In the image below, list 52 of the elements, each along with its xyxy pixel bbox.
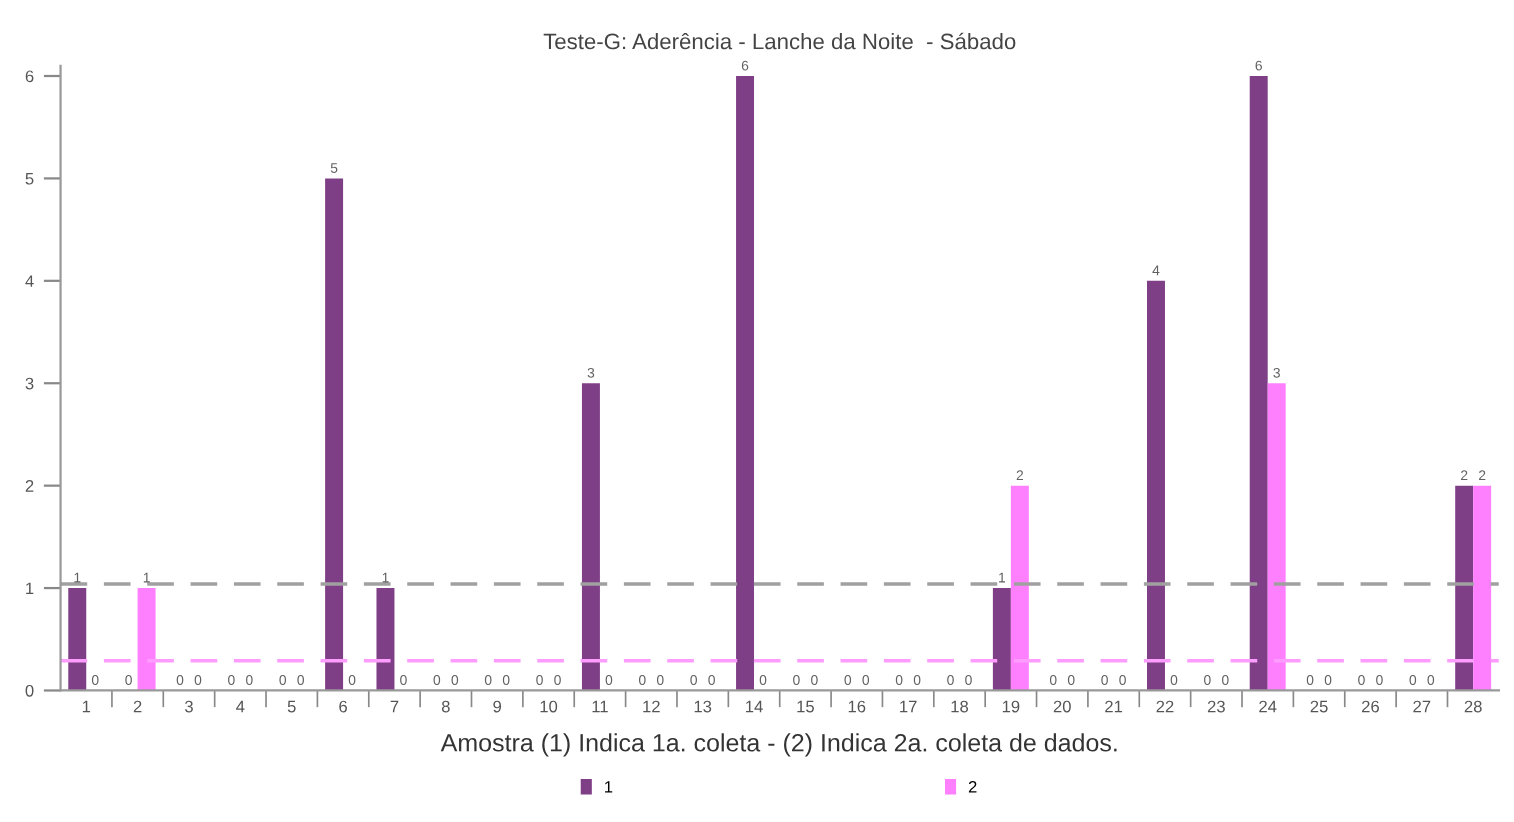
bar (68, 588, 87, 691)
bar (992, 588, 1011, 691)
x-tick-label: 14 (746, 700, 763, 713)
bar (1146, 280, 1165, 691)
x-tick-label: 13 (694, 700, 712, 713)
x-tick-label: 23 (1207, 700, 1225, 713)
x-tick-label: 28 (1464, 700, 1482, 713)
x-tick-label: 21 (1105, 700, 1123, 713)
x-tick-label: 15 (797, 700, 814, 713)
y-tick-label: 4 (25, 275, 34, 287)
bar (581, 383, 600, 691)
y-tick-label: 2 (25, 480, 34, 492)
x-tick-label: 26 (1362, 700, 1379, 713)
x-tick-label: 10 (540, 700, 558, 713)
x-tick-label: 6 (339, 700, 347, 713)
x-tick-label: 4 (236, 700, 245, 713)
x-tick-label: 12 (643, 700, 660, 713)
bar (325, 178, 344, 691)
x-tick-label: 16 (848, 700, 866, 713)
bar (376, 588, 395, 691)
y-tick-label: 6 (25, 70, 34, 83)
chart-title: Teste-G: Aderência - Lanche da Noite - Sábado (543, 32, 1016, 50)
x-tick-label: 7 (390, 700, 399, 713)
bar (736, 76, 755, 691)
legend-label: 1 (605, 781, 613, 793)
x-tick-label: 3 (184, 700, 193, 713)
x-tick-label: 18 (951, 700, 969, 713)
x-tick-label: 22 (1156, 700, 1174, 713)
x-axis-title: Amostra (1) Indica 1a. coleta - (2) Indica 2a. coleta de dados. (440, 733, 1117, 757)
x-tick-label: 1 (82, 700, 91, 713)
y-tick-label: 5 (25, 172, 34, 185)
x-tick-label: 9 (493, 700, 502, 713)
y-tick-label: 3 (25, 377, 34, 390)
x-tick-label: 19 (1002, 700, 1020, 713)
x-tick-label: 8 (441, 700, 450, 713)
x-tick-label: 27 (1413, 700, 1431, 713)
y-tick-label: 0 (25, 684, 34, 697)
x-tick-label: 2 (133, 700, 142, 713)
bar (1473, 485, 1492, 691)
bar (1010, 485, 1029, 691)
bar (1249, 76, 1268, 691)
bar (1455, 485, 1474, 691)
legend-label: 2 (968, 780, 977, 793)
bar (137, 588, 156, 691)
x-tick-label: 5 (287, 700, 296, 713)
x-tick-label: 20 (1053, 700, 1071, 713)
bar (1267, 383, 1286, 691)
y-tick-label: 1 (26, 582, 34, 595)
x-tick-label: 17 (900, 700, 917, 713)
x-tick-label: 25 (1310, 700, 1328, 713)
x-tick-label: 11 (592, 700, 608, 713)
x-tick-label: 24 (1259, 700, 1277, 713)
